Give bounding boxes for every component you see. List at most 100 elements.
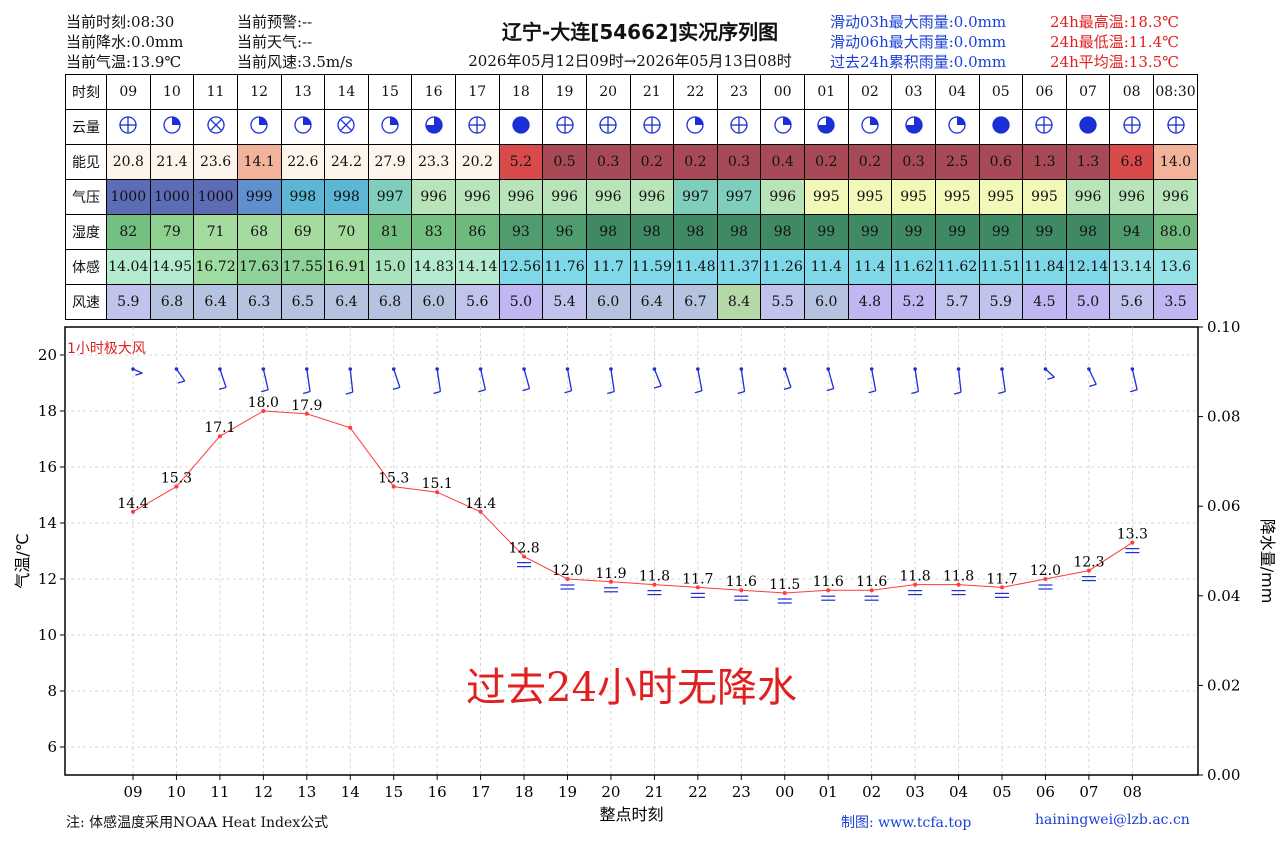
x-tick-label: 08 xyxy=(1123,783,1142,801)
data-label: 17.1 xyxy=(204,420,235,436)
email-link[interactable]: hainingwei@lzb.ac.cn xyxy=(1035,812,1190,828)
table-cell-pressure: 997 xyxy=(716,179,762,215)
wind-barb xyxy=(827,368,835,389)
table-cell-wind: 6.0 xyxy=(804,284,849,320)
table-cell-humidity: 99 xyxy=(891,214,936,250)
cloud-cover-icon xyxy=(978,109,1024,145)
table-cell-wind: 5.4 xyxy=(542,284,587,320)
table-cell-humidity: 81 xyxy=(367,214,413,250)
data-point xyxy=(478,509,483,514)
y-axis-label: 气温/℃ xyxy=(13,533,32,588)
table-cell-feels: 11.4 xyxy=(804,249,849,285)
y-tick-label: 10 xyxy=(38,626,57,644)
y-right-tick-label: 0.10 xyxy=(1207,318,1240,336)
table-cell-hours: 18 xyxy=(498,74,544,110)
table-cell-pressure: 996 xyxy=(585,179,631,215)
table-cell-feels: 11.48 xyxy=(673,249,718,285)
table-cell-pressure: 999 xyxy=(236,179,282,215)
table-cell-wind: 6.4 xyxy=(193,284,238,320)
wind-barb xyxy=(784,368,792,388)
table-cell-feels: 11.62 xyxy=(934,249,980,285)
x-tick-label: 15 xyxy=(384,783,403,801)
data-point xyxy=(826,588,831,593)
data-point xyxy=(1086,568,1091,573)
wind-barb-flag xyxy=(953,391,962,395)
x-tick-label: 22 xyxy=(688,783,707,801)
table-cell-wind: 3.5 xyxy=(1153,284,1198,320)
table-cell-wind: 5.6 xyxy=(455,284,500,320)
table-cell-pressure: 995 xyxy=(804,179,849,215)
table-cell-pressure: 996 xyxy=(498,179,544,215)
table-cell-pressure: 996 xyxy=(411,179,456,215)
credit-link[interactable]: 制图: www.tcfa.top xyxy=(841,815,972,831)
x-tick-label: 06 xyxy=(1036,783,1055,801)
data-point xyxy=(131,509,135,514)
table-cell-wind: 6.8 xyxy=(149,284,195,320)
table-cell-visibility: 24.2 xyxy=(324,144,369,180)
y-tick-label: 18 xyxy=(38,402,57,420)
wind-barb xyxy=(697,368,703,391)
table-cell-humidity: 83 xyxy=(411,214,456,250)
table-cell-visibility: 22.6 xyxy=(280,144,326,180)
table-cell-humidity: 88.0 xyxy=(1153,214,1198,250)
cloud-cover-icon xyxy=(498,109,544,145)
table-cell-wind: 6.4 xyxy=(324,284,369,320)
x-tick-label: 10 xyxy=(167,783,186,801)
table-cell-wind: 4.5 xyxy=(1022,284,1067,320)
current-precip: 当前降水:0.0mm xyxy=(66,33,184,51)
y-tick-label: 6 xyxy=(47,738,57,756)
table-cell-feels: 11.37 xyxy=(716,249,762,285)
data-label: 11.6 xyxy=(726,574,757,590)
table-cell-visibility: 23.3 xyxy=(411,144,456,180)
table-cell-wind: 5.9 xyxy=(978,284,1024,320)
current-warning: 当前预警:-- xyxy=(237,13,313,31)
cloud-cover-icon xyxy=(891,109,936,145)
wind-barb xyxy=(219,368,227,388)
footnote: 注: 体感温度采用NOAA Heat Index公式 xyxy=(66,815,329,831)
table-cell-pressure: 1000 xyxy=(149,179,195,215)
table-cell-feels: 13.14 xyxy=(1109,249,1154,285)
cloud-cover-icon xyxy=(455,109,500,145)
x-tick-label: 00 xyxy=(775,783,794,801)
cloud-cover-icon xyxy=(1153,109,1198,145)
table-cell-feels: 11.51 xyxy=(978,249,1024,285)
current-temp: 当前气温:13.9℃ xyxy=(66,53,182,71)
wind-barb xyxy=(566,368,573,391)
table-cell-hours: 09 xyxy=(106,74,151,110)
row-label: 气压 xyxy=(65,179,107,215)
data-label: 11.8 xyxy=(639,569,670,585)
table-cell-pressure: 996 xyxy=(629,179,675,215)
data-label: 13.3 xyxy=(1117,527,1148,543)
x-tick-label: 02 xyxy=(862,783,881,801)
table-row-wind: 风速 5.9 6.8 6.4 6.3 6.5 6.4 6.8 6.0 5.6 5.0 5.4 6.0 6.… xyxy=(65,284,1198,320)
data-label: 14.4 xyxy=(117,496,148,512)
cloud-cover-icon xyxy=(847,109,893,145)
rain-3h-max: 滑动03h最大雨量:0.0mm xyxy=(830,13,1007,31)
table-cell-humidity: 94 xyxy=(1109,214,1154,250)
table-row-humidity: 湿度 82 79 71 68 69 70 81 83 86 93 96 98 98 98 98 98 99 99 99… xyxy=(65,214,1198,250)
chart-subtitle: 2026年05月12日09时→2026年05月13日08时 xyxy=(468,52,792,70)
table-cell-visibility: 0.3 xyxy=(891,144,936,180)
table-cell-humidity: 68 xyxy=(236,214,282,250)
wind-barb xyxy=(523,368,531,389)
table-cell-humidity: 86 xyxy=(455,214,500,250)
table-cell-hours: 16 xyxy=(411,74,456,110)
table-cell-humidity: 99 xyxy=(847,214,893,250)
table-cell-hours: 02 xyxy=(847,74,893,110)
y-tick-label: 14 xyxy=(38,514,57,532)
table-cell-feels: 14.14 xyxy=(455,249,500,285)
x-tick-label: 12 xyxy=(254,783,273,801)
data-point xyxy=(435,490,440,495)
wind-barb-flag xyxy=(177,380,185,384)
wind-barb-flag xyxy=(218,386,227,391)
x-tick-label: 07 xyxy=(1079,783,1098,801)
data-label: 11.8 xyxy=(900,569,931,585)
data-point xyxy=(565,577,570,581)
wind-barb-flag xyxy=(302,390,311,395)
wind-barb-flag xyxy=(911,390,919,395)
data-label: 18.0 xyxy=(248,395,279,411)
table-cell-feels: 11.7 xyxy=(585,249,631,285)
cloud-cover-icon xyxy=(585,109,631,145)
table-cell-pressure: 996 xyxy=(1109,179,1154,215)
x-tick-label: 01 xyxy=(819,783,838,801)
